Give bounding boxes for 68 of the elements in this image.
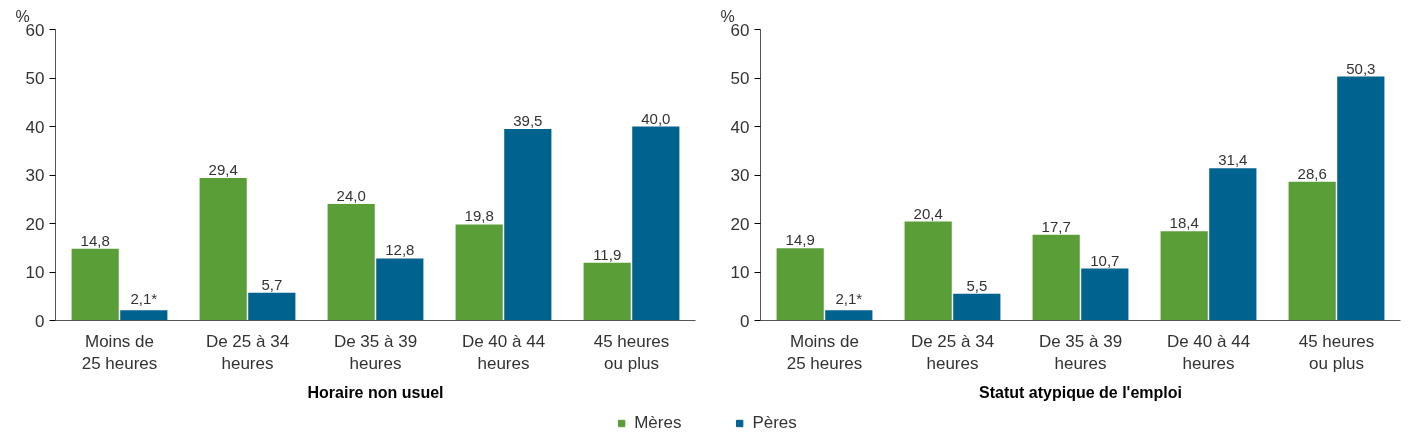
y-tick-label: 20	[730, 214, 750, 234]
bar	[376, 258, 424, 321]
x-tick-label: De 25 à 34 heures	[205, 331, 290, 374]
bar	[1032, 234, 1080, 321]
y-tick-label: 30	[730, 166, 750, 185]
y-tick-label: 30	[25, 166, 45, 185]
y-tick-label: 10	[730, 263, 750, 282]
bar	[953, 293, 1001, 321]
data-label: 50,3	[1346, 59, 1376, 77]
data-label: 39,5	[513, 111, 543, 129]
data-label: 14,9	[785, 231, 815, 249]
bar	[583, 262, 631, 321]
y-axis-title: %	[15, 7, 30, 25]
legend-label: Pères	[752, 413, 797, 433]
y-tick-label: 50	[730, 69, 750, 88]
bar	[120, 310, 168, 321]
x-tick-label: Moins de 25 heures	[786, 331, 863, 374]
bar	[199, 177, 247, 321]
bar	[1337, 76, 1385, 321]
bar	[504, 128, 552, 321]
data-label: 40,0	[641, 109, 671, 127]
data-label: 24,0	[336, 187, 366, 205]
data-label: 2,1*	[130, 290, 158, 308]
data-label: 20,4	[913, 204, 943, 222]
y-tick-label: 50	[25, 69, 45, 88]
data-label: 12,8	[385, 241, 415, 259]
y-tick-label: 40	[25, 117, 45, 137]
data-label: 11,9	[593, 245, 622, 263]
x-tick-label: De 35 à 39 heures	[1038, 331, 1123, 374]
x-tick-label: 45 heures ou plus	[1298, 331, 1375, 374]
legend-label: Mères	[634, 413, 682, 433]
data-label: 31,4	[1218, 151, 1248, 169]
bar	[248, 292, 296, 321]
x-tick-label: De 40 à 44 heures	[1166, 331, 1251, 374]
data-label: 10,7	[1090, 251, 1120, 269]
data-label: 5,7	[261, 275, 283, 293]
data-label: 18,4	[1169, 214, 1199, 232]
data-label: 17,7	[1041, 217, 1071, 235]
bar	[1209, 168, 1257, 321]
bar	[327, 204, 375, 321]
data-label: 5,5	[966, 276, 988, 294]
x-tick-label: De 25 à 34 heures	[910, 331, 995, 374]
bar	[1288, 181, 1336, 321]
y-tick-label: 0	[740, 311, 750, 331]
data-label: 29,4	[208, 160, 238, 178]
bar	[825, 310, 873, 321]
data-label: 14,8	[80, 231, 110, 249]
bar	[776, 248, 824, 321]
text: Statut atypique de l'emploi	[979, 383, 1182, 401]
y-axis-title: %	[720, 7, 735, 25]
y-tick-label: 10	[25, 263, 45, 282]
text: Horaire non usuel	[307, 383, 444, 401]
bar	[904, 221, 952, 321]
data-label: 2,1*	[835, 290, 863, 308]
bar	[1081, 268, 1129, 321]
data-label: 19,8	[464, 207, 494, 225]
bar	[1160, 231, 1208, 321]
data-label: 28,6	[1297, 164, 1327, 182]
y-tick-label: 20	[25, 214, 45, 234]
x-tick-label: De 35 à 39 heures	[333, 331, 418, 374]
bar	[632, 126, 680, 321]
x-tick-label: De 40 à 44 heures	[461, 331, 546, 374]
bar	[71, 248, 119, 321]
x-tick-label: 45 heures ou plus	[593, 331, 670, 374]
bar	[455, 224, 503, 321]
y-tick-label: 0	[35, 311, 45, 331]
x-tick-label: Moins de 25 heures	[81, 331, 158, 374]
y-tick-label: 40	[730, 117, 750, 137]
